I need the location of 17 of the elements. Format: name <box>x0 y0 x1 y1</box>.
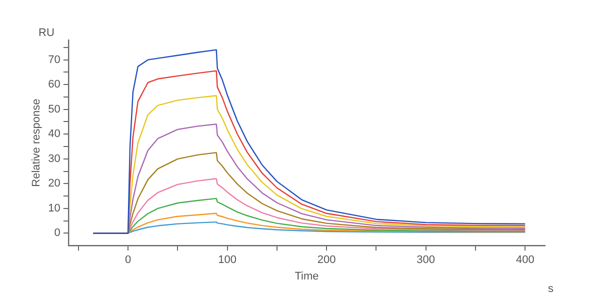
y-tick-label: 20 <box>48 178 60 190</box>
y-axis-title: Relative response <box>30 98 43 187</box>
x-axis-title: Time <box>294 270 319 282</box>
x-tick-label: 300 <box>416 254 436 266</box>
x-tick-label: 400 <box>516 254 534 266</box>
x-tick-label: 200 <box>317 254 336 266</box>
y-tick-label: 70 <box>48 54 60 66</box>
y-tick-label: 0 <box>54 227 60 240</box>
x-tick-label: 0 <box>124 254 132 266</box>
y-tick-label: 10 <box>48 202 60 214</box>
x-tick-label: 100 <box>218 254 236 266</box>
text: RU <box>38 27 54 40</box>
y-tick-label: 50 <box>48 103 60 116</box>
text: s <box>548 283 554 296</box>
y-tick-label: 30 <box>48 152 60 165</box>
y-tick-label: 40 <box>48 128 60 140</box>
y-tick-label: 60 <box>48 78 60 91</box>
